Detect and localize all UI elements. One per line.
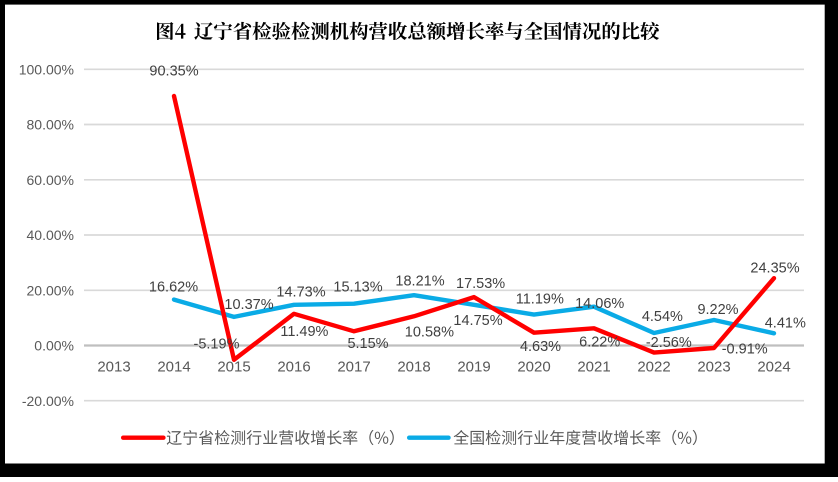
svg-text:0.00%: 0.00%: [34, 338, 74, 354]
svg-text:4.54%: 4.54%: [642, 309, 683, 325]
svg-text:100.00%: 100.00%: [19, 61, 74, 77]
svg-text:20.00%: 20.00%: [27, 282, 74, 298]
svg-text:4.41%: 4.41%: [765, 316, 806, 332]
svg-text:10.37%: 10.37%: [224, 297, 273, 313]
svg-text:11.49%: 11.49%: [280, 324, 328, 340]
svg-text:14.06%: 14.06%: [575, 296, 624, 312]
svg-text:6.22%: 6.22%: [579, 334, 620, 350]
svg-text:5.15%: 5.15%: [347, 336, 388, 352]
svg-text:16.62%: 16.62%: [149, 279, 198, 295]
svg-text:17.53%: 17.53%: [456, 276, 505, 292]
svg-text:2023: 2023: [697, 359, 730, 376]
svg-text:2019: 2019: [457, 359, 490, 376]
svg-text:14.73%: 14.73%: [276, 285, 325, 301]
svg-text:9.22%: 9.22%: [697, 302, 738, 318]
svg-text:-0.91%: -0.91%: [722, 341, 768, 357]
svg-text:-20.00%: -20.00%: [22, 393, 74, 409]
svg-text:2015: 2015: [217, 359, 250, 376]
svg-text:2021: 2021: [577, 359, 610, 376]
svg-text:-2.56%: -2.56%: [646, 335, 692, 351]
svg-text:2014: 2014: [157, 359, 190, 376]
svg-text:40.00%: 40.00%: [27, 227, 74, 243]
svg-text:14.75%: 14.75%: [453, 313, 502, 329]
svg-text:2017: 2017: [337, 359, 370, 376]
svg-text:2013: 2013: [97, 359, 130, 376]
svg-text:-5.19%: -5.19%: [194, 336, 240, 352]
svg-text:2018: 2018: [397, 359, 430, 376]
svg-text:60.00%: 60.00%: [27, 172, 74, 188]
svg-text:11.19%: 11.19%: [516, 291, 564, 307]
svg-text:90.35%: 90.35%: [149, 63, 198, 79]
svg-text:2022: 2022: [637, 359, 670, 376]
svg-text:2020: 2020: [517, 359, 550, 376]
svg-text:2024: 2024: [757, 359, 790, 376]
svg-text:24.35%: 24.35%: [750, 260, 799, 276]
svg-text:80.00%: 80.00%: [27, 117, 74, 133]
svg-text:2016: 2016: [277, 359, 310, 376]
svg-text:15.13%: 15.13%: [333, 280, 382, 296]
svg-text:18.21%: 18.21%: [395, 273, 444, 289]
svg-text:4.63%: 4.63%: [520, 339, 561, 355]
svg-text:10.58%: 10.58%: [405, 324, 454, 340]
